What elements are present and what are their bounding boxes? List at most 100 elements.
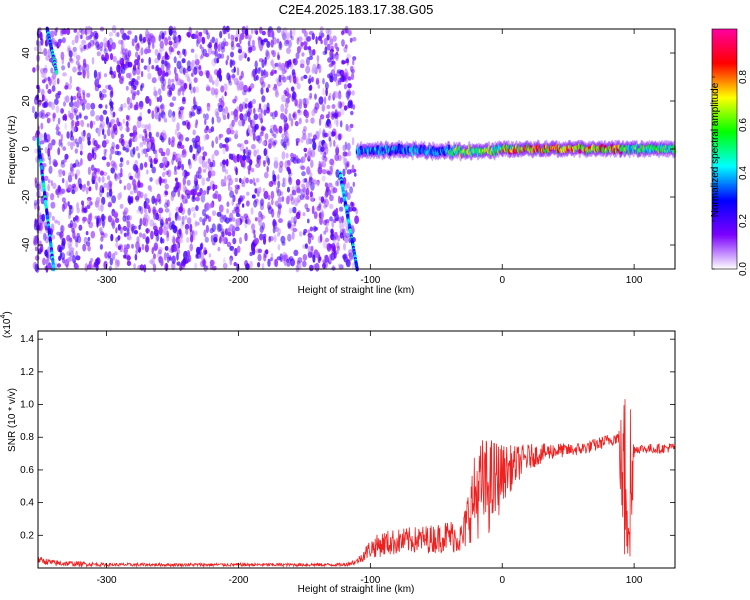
noise-cell — [280, 74, 285, 81]
noise-cell — [333, 139, 336, 147]
y-tick-label: 0 — [21, 146, 32, 152]
noise-cell — [297, 257, 303, 264]
colorbar-gradient — [712, 29, 737, 269]
noise-cell — [321, 169, 327, 175]
noise-cell — [332, 92, 336, 99]
noise-cell — [67, 201, 70, 207]
noise-cell — [301, 171, 306, 177]
noise-cell — [157, 52, 161, 61]
noise-cell — [205, 70, 210, 79]
noise-cell — [170, 224, 176, 230]
noise-cell — [264, 171, 269, 179]
noise-cell — [123, 232, 129, 238]
noise-cell — [244, 52, 247, 59]
noise-cell — [127, 195, 132, 204]
noise-cell — [82, 129, 86, 137]
noise-cell — [269, 128, 273, 134]
noise-cell — [213, 57, 219, 64]
noise-cell — [337, 80, 342, 85]
noise-cell — [351, 90, 355, 96]
noise-cell — [259, 76, 264, 86]
noise-cell — [135, 241, 140, 250]
noise-cell — [347, 83, 352, 89]
noise-cell — [272, 226, 276, 234]
noise-cell — [103, 148, 107, 155]
noise-cell — [346, 192, 351, 201]
noise-cell — [126, 182, 132, 191]
noise-cell — [189, 243, 193, 252]
noise-cell — [176, 215, 182, 221]
noise-cell — [122, 215, 127, 222]
noise-cell — [126, 35, 130, 40]
noise-cell — [153, 211, 157, 220]
noise-cell — [56, 78, 60, 85]
noise-cell — [45, 258, 50, 264]
noise-cell — [114, 217, 120, 223]
noise-cell — [261, 95, 266, 103]
noise-cell — [318, 64, 322, 74]
noise-cell — [69, 112, 74, 121]
noise-cell — [325, 28, 330, 35]
noise-cell — [66, 131, 70, 139]
noise-cell — [126, 120, 129, 128]
noise-cell — [309, 191, 313, 198]
noise-cell — [260, 198, 265, 206]
noise-cell — [160, 76, 165, 84]
noise-cell — [256, 148, 260, 155]
noise-cell — [181, 58, 186, 64]
noise-cell — [44, 39, 48, 47]
noise-cell — [67, 175, 73, 183]
y-tick-label: 1.4 — [20, 334, 34, 345]
noise-cell — [45, 111, 51, 116]
noise-cell — [171, 115, 176, 123]
noise-cell — [310, 117, 315, 124]
noise-cell — [82, 69, 86, 79]
noise-cell — [222, 262, 228, 269]
noise-cell — [339, 229, 345, 236]
noise-cell — [241, 51, 246, 59]
noise-cell — [250, 168, 255, 173]
noise-cell — [280, 103, 285, 113]
noise-cell — [339, 232, 344, 239]
noise-cell — [149, 187, 153, 193]
noise-cell — [226, 55, 230, 61]
noise-cell — [96, 43, 101, 51]
noise-cell — [92, 38, 98, 46]
noise-cell — [55, 188, 59, 196]
noise-cell — [141, 148, 144, 156]
noise-cell — [216, 58, 220, 64]
noise-cell — [326, 104, 331, 110]
noise-cell — [126, 235, 132, 241]
noise-cell — [312, 254, 316, 263]
noise-cell — [77, 71, 82, 76]
noise-cell — [109, 66, 113, 75]
noise-cell — [100, 232, 106, 238]
noise-cell — [320, 114, 325, 120]
noise-cell — [175, 182, 181, 188]
noise-cell — [250, 27, 254, 35]
colorbar-ticks: 0.00.20.40.60.8 — [712, 70, 749, 276]
noise-cell — [224, 137, 230, 144]
noise-cell — [224, 169, 229, 175]
noise-cell — [73, 107, 79, 113]
noise-cell — [61, 203, 65, 212]
noise-cell — [317, 35, 322, 41]
noise-cell — [114, 263, 119, 270]
noise-cell — [110, 233, 114, 242]
noise-cell — [273, 160, 279, 169]
noise-cell — [329, 203, 334, 209]
noise-cell — [132, 132, 136, 139]
noise-cell — [270, 60, 274, 66]
noise-cell — [76, 202, 80, 210]
noise-cell — [133, 230, 138, 235]
noise-cell — [291, 189, 297, 196]
noise-cell — [193, 65, 199, 70]
noise-cell — [308, 177, 314, 184]
noise-cell — [318, 212, 322, 219]
noise-cell — [306, 36, 311, 42]
noise-cell — [164, 245, 169, 251]
noise-cell — [205, 161, 208, 170]
noise-cell — [195, 170, 200, 179]
noise-cell — [347, 100, 352, 109]
noise-cell — [104, 57, 107, 65]
